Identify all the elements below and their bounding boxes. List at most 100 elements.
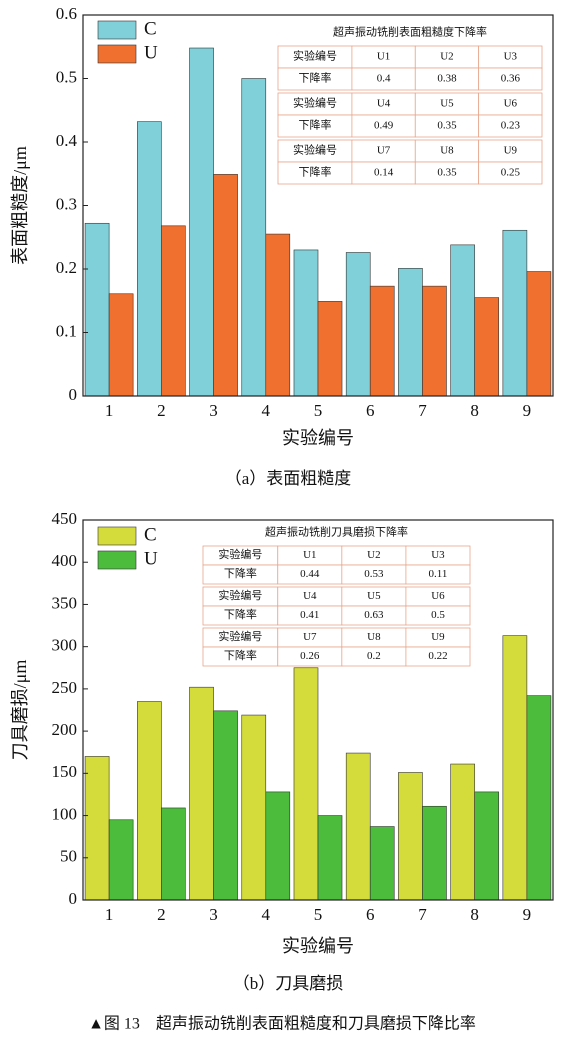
bar [450,763,475,901]
y-axis-title: 表面粗糙度/μm [10,146,30,265]
bar [474,297,499,397]
x-tick-label: 1 [105,905,114,924]
y-tick-label: 0.5 [56,67,77,86]
bar [369,826,395,901]
table-text: 0.14 [374,167,394,179]
bar [369,285,395,397]
table-text: 0.23 [501,120,521,132]
x-tick-label: 9 [523,401,532,420]
table-text: 实验编号 [293,49,337,63]
table-text: 实验编号 [218,588,262,602]
x-tick-label: 8 [470,401,479,420]
table-text: U9 [504,145,518,157]
table-text: U3 [431,549,445,561]
x-tick-label: 3 [209,905,218,924]
bar [293,249,319,397]
legend-label: C [144,18,157,39]
bar [213,710,238,901]
x-tick-label: 7 [418,401,427,420]
y-tick-label: 0.6 [56,4,77,23]
table-text: U5 [440,98,454,110]
bar [474,791,499,901]
x-tick-label: 7 [418,905,427,924]
table-text: 0.35 [437,167,457,179]
y-tick-label: 0.3 [56,194,77,213]
y-tick-label: 0.1 [56,321,77,340]
y-tick-label: 100 [52,804,78,823]
legend-swatch [97,20,137,40]
bar [84,222,110,397]
bar [161,225,186,397]
y-tick-label: 0.2 [56,258,77,277]
bar [398,772,423,901]
table-title: 超声振动铣削刀具磨损下降率 [265,525,408,539]
table-text: U4 [303,590,317,602]
table-text: 实验编号 [218,629,262,643]
bar [241,714,267,901]
y-tick-label: 0 [69,889,78,908]
table-text: U2 [367,549,380,561]
bar [422,805,447,901]
legend-label: U [144,42,158,63]
table-text: 0.11 [429,568,448,580]
bar [108,819,134,901]
table-text: U1 [377,51,390,63]
table-text: 0.41 [300,609,319,621]
x-tick-label: 6 [366,905,375,924]
table-text: 实验编号 [293,143,337,157]
bar [161,807,186,901]
bar [422,285,447,397]
legend-label: C [144,524,157,545]
y-tick-label: 400 [52,551,78,570]
chart-caption: （b）刀具磨损 [233,974,344,993]
table-text: U8 [440,145,454,157]
table-text: 下降率 [298,71,331,85]
table-text: 0.22 [428,650,447,662]
y-tick-label: 200 [52,720,78,739]
y-tick-label: 50 [60,847,77,866]
y-axis-title: 刀具磨损/μm [10,660,30,761]
bar [265,233,291,397]
table-text: 0.5 [431,609,445,621]
bar [317,815,343,901]
legend-swatch [97,550,137,570]
table-text: U8 [367,631,381,643]
x-tick-label: 2 [157,905,166,924]
table-cell [405,646,471,667]
table-text: U9 [431,631,445,643]
x-tick-label: 1 [105,401,114,420]
bar [213,174,238,397]
table-text: 0.38 [437,73,457,85]
table-text: 下降率 [224,648,257,662]
x-tick-label: 9 [523,905,532,924]
y-tick-label: 0.4 [56,131,78,150]
table-text: 实验编号 [293,96,337,110]
table-cell [405,605,471,626]
table-text: U5 [367,590,381,602]
legend-swatch [97,526,137,546]
x-tick-label: 3 [209,401,218,420]
x-axis-title: 实验编号 [282,428,354,448]
bar [345,752,371,901]
chart-caption: （a）表面粗糙度 [225,469,352,488]
table-text: U2 [440,51,453,63]
table-text: 下降率 [298,118,331,132]
bar [526,271,552,397]
table-cell [478,114,543,138]
y-tick-label: 150 [52,762,78,781]
table-text: 0.53 [364,568,384,580]
bar [108,293,134,397]
table-text: 下降率 [298,165,331,179]
table-text: 0.25 [501,167,521,179]
bar [502,635,528,901]
table-text: U6 [431,590,445,602]
table-text: 0.36 [501,73,521,85]
y-tick-label: 250 [52,678,78,697]
bar [137,121,162,397]
y-tick-label: 0 [69,385,78,404]
table-text: 下降率 [224,607,257,621]
table-cell [478,67,543,91]
table-text: 实验编号 [218,547,262,561]
table-cell [405,564,471,585]
